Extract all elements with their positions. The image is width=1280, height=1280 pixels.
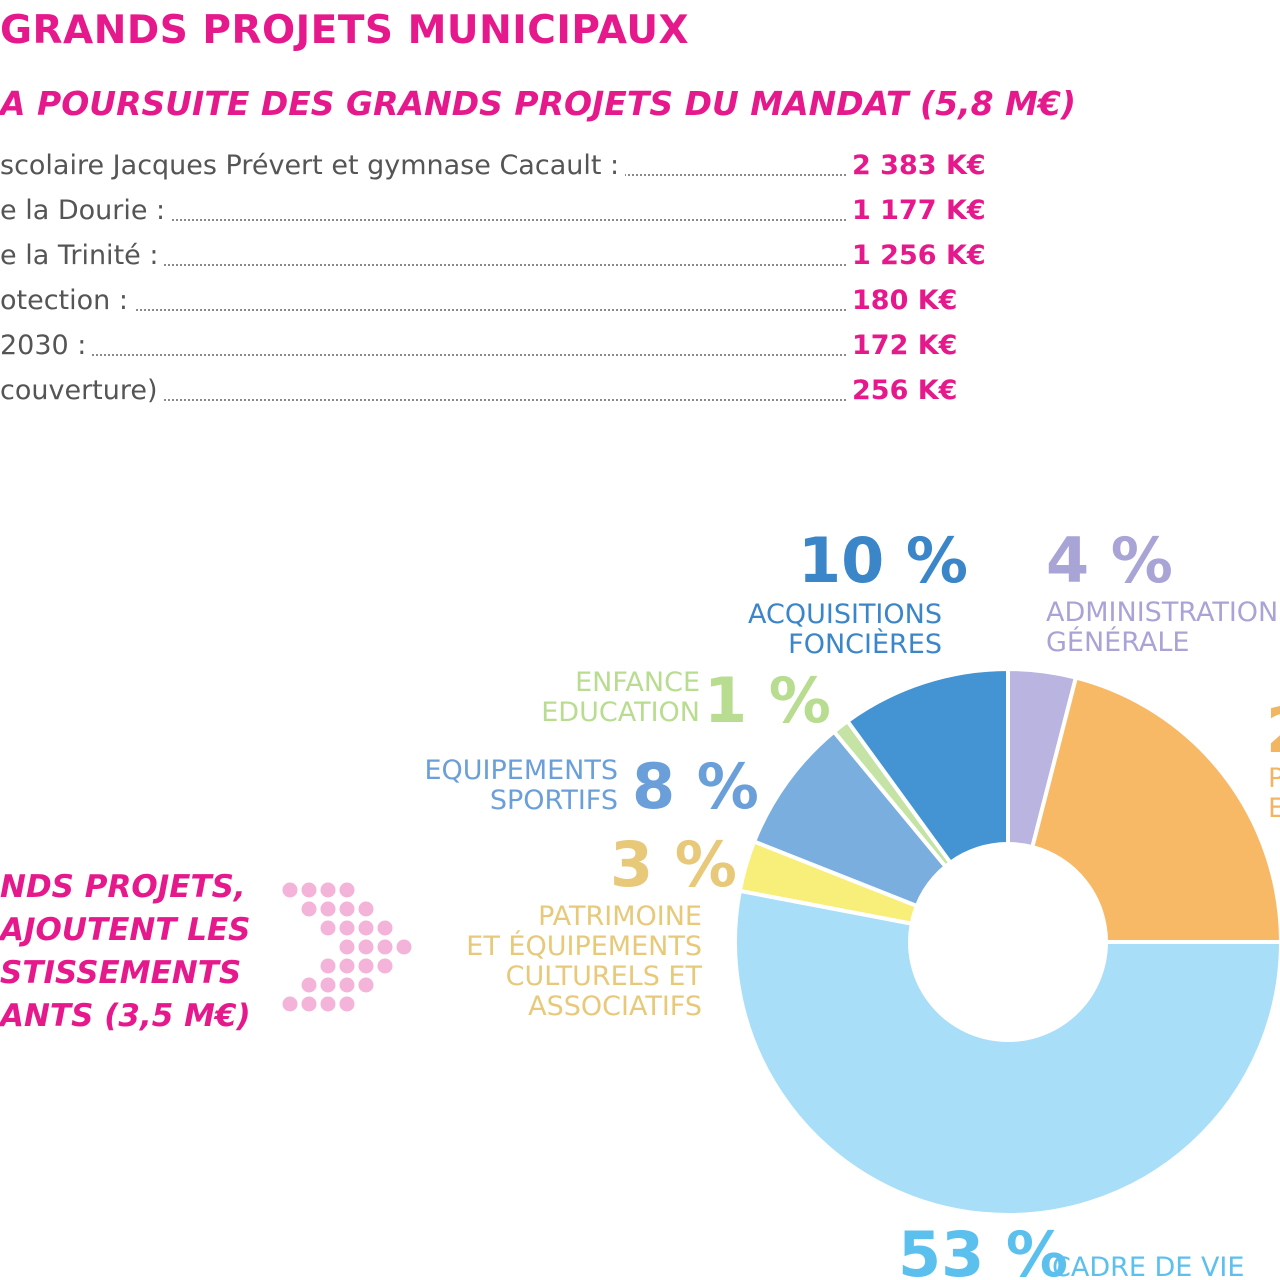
label-line: CADRE DE VIE: [1052, 1252, 1245, 1280]
label-line: GÉNÉRALE: [1046, 627, 1190, 658]
project-row: e la Trinité : 1 256 K€: [0, 240, 1000, 280]
label-orange-slice: P E: [1268, 764, 1280, 824]
arrow-dot: [339, 882, 355, 898]
arrow-dot: [320, 958, 336, 974]
arrow-dot: [320, 920, 336, 936]
project-value: 1 256 K€: [852, 240, 986, 271]
arrow-dot: [320, 901, 336, 917]
label-line: SPORTIFS: [489, 785, 618, 816]
label-line: EQUIPEMENTS: [424, 755, 618, 786]
project-label: e la Trinité :: [0, 240, 165, 271]
leader-dots: [600, 174, 846, 176]
label-enfance-education: ENFANCE EDUCATION: [541, 668, 700, 728]
pct-acquisitions: 10 %: [798, 524, 968, 597]
label-cadre-de-vie: CADRE DE VIE: [1052, 1253, 1244, 1280]
arrow-dot: [301, 901, 317, 917]
section-title: GRANDS PROJETS MUNICIPAUX: [0, 8, 690, 53]
label-line: ACQUISITIONS: [748, 599, 942, 630]
arrow-dot: [339, 996, 355, 1012]
label-line: P: [1268, 763, 1280, 794]
arrow-dot: [339, 920, 355, 936]
arrow-dot: [358, 901, 374, 917]
project-value: 2 383 K€: [852, 150, 986, 181]
label-administration: ADMINISTRATION GÉNÉRALE: [1046, 598, 1278, 658]
project-label: scolaire Jacques Prévert et gymnase Caca…: [0, 150, 626, 181]
pct-patrimoine: 3 %: [610, 828, 737, 901]
pct-administration: 4 %: [1046, 524, 1173, 597]
arrow-dot: [358, 958, 374, 974]
project-row: couverture) 256 K€: [0, 375, 1000, 415]
leader-dots: [92, 354, 846, 356]
project-value: 256 K€: [852, 375, 958, 406]
leader-dots: [148, 399, 846, 401]
label-line: FONCIÈRES: [788, 629, 942, 660]
side-note-line: AJOUTENT LES: [0, 912, 251, 948]
label-equipements-sportifs: EQUIPEMENTS SPORTIFS: [424, 756, 618, 816]
leader-dots: [160, 219, 846, 221]
arrow-dot: [301, 882, 317, 898]
arrow-dot: [377, 958, 393, 974]
arrow-dot: [282, 882, 298, 898]
arrow-dot: [320, 882, 336, 898]
label-patrimoine: PATRIMOINE ET ÉQUIPEMENTS CULTURELS ET A…: [466, 902, 702, 1022]
project-value: 1 177 K€: [852, 195, 986, 226]
label-line: ASSOCIATIFS: [528, 991, 702, 1022]
arrow-dot: [358, 920, 374, 936]
pct-enfance-education: 1 %: [704, 664, 831, 737]
pct-cadre-de-vie: 53 %: [898, 1218, 1068, 1280]
arrow-dot: [339, 901, 355, 917]
arrow-dot: [339, 958, 355, 974]
arrow-dot: [301, 977, 317, 993]
label-line: EDUCATION: [541, 697, 700, 728]
label-line: ET ÉQUIPEMENTS: [466, 931, 702, 962]
label-line: ADMINISTRATION: [1046, 597, 1279, 628]
arrow-dot: [339, 977, 355, 993]
project-value: 180 K€: [852, 285, 958, 316]
pct-equipements-sportifs: 8 %: [632, 750, 759, 823]
donut-slice: [733, 888, 1280, 1217]
side-note: NDS PROJETS, AJOUTENT LES STISSEMENTS AN…: [0, 866, 251, 1038]
project-row: 2030 : 172 K€: [0, 330, 1000, 370]
leader-dots: [155, 264, 846, 266]
arrow-dot: [339, 939, 355, 955]
side-note-line: NDS PROJETS,: [0, 869, 246, 905]
label-line: E: [1268, 793, 1280, 824]
arrow-dot: [377, 920, 393, 936]
arrow-dot: [358, 939, 374, 955]
donut-slice: [844, 666, 1010, 866]
project-row: e la Dourie : 1 177 K€: [0, 195, 1000, 235]
label-line: CULTURELS ET: [505, 961, 702, 992]
project-row: scolaire Jacques Prévert et gymnase Caca…: [0, 150, 1000, 190]
arrow-dot: [320, 996, 336, 1012]
arrow-dot: [282, 996, 298, 1012]
leader-dots: [128, 309, 846, 311]
side-note-line: STISSEMENTS: [0, 955, 242, 991]
arrow-dot: [358, 977, 374, 993]
project-label: e la Dourie :: [0, 195, 172, 226]
project-label: otection :: [0, 285, 134, 316]
side-note-line: ANTS (3,5 M€): [0, 998, 251, 1034]
arrow-dot: [301, 996, 317, 1012]
donut-slice: [1029, 675, 1280, 944]
project-value: 172 K€: [852, 330, 958, 361]
label-line: PATRIMOINE: [538, 901, 702, 932]
pct-orange-slice: 2: [1266, 700, 1280, 762]
label-acquisitions: ACQUISITIONS FONCIÈRES: [748, 600, 942, 660]
arrow-dot: [377, 939, 393, 955]
project-label: 2030 :: [0, 330, 93, 361]
arrow-dot: [320, 977, 336, 993]
project-row: otection : 180 K€: [0, 285, 1000, 325]
arrow-dot: [396, 939, 412, 955]
label-line: ENFANCE: [575, 667, 700, 698]
subtitle: A POURSUITE DES GRANDS PROJETS DU MANDAT…: [0, 84, 1076, 123]
project-label: couverture): [0, 375, 164, 406]
